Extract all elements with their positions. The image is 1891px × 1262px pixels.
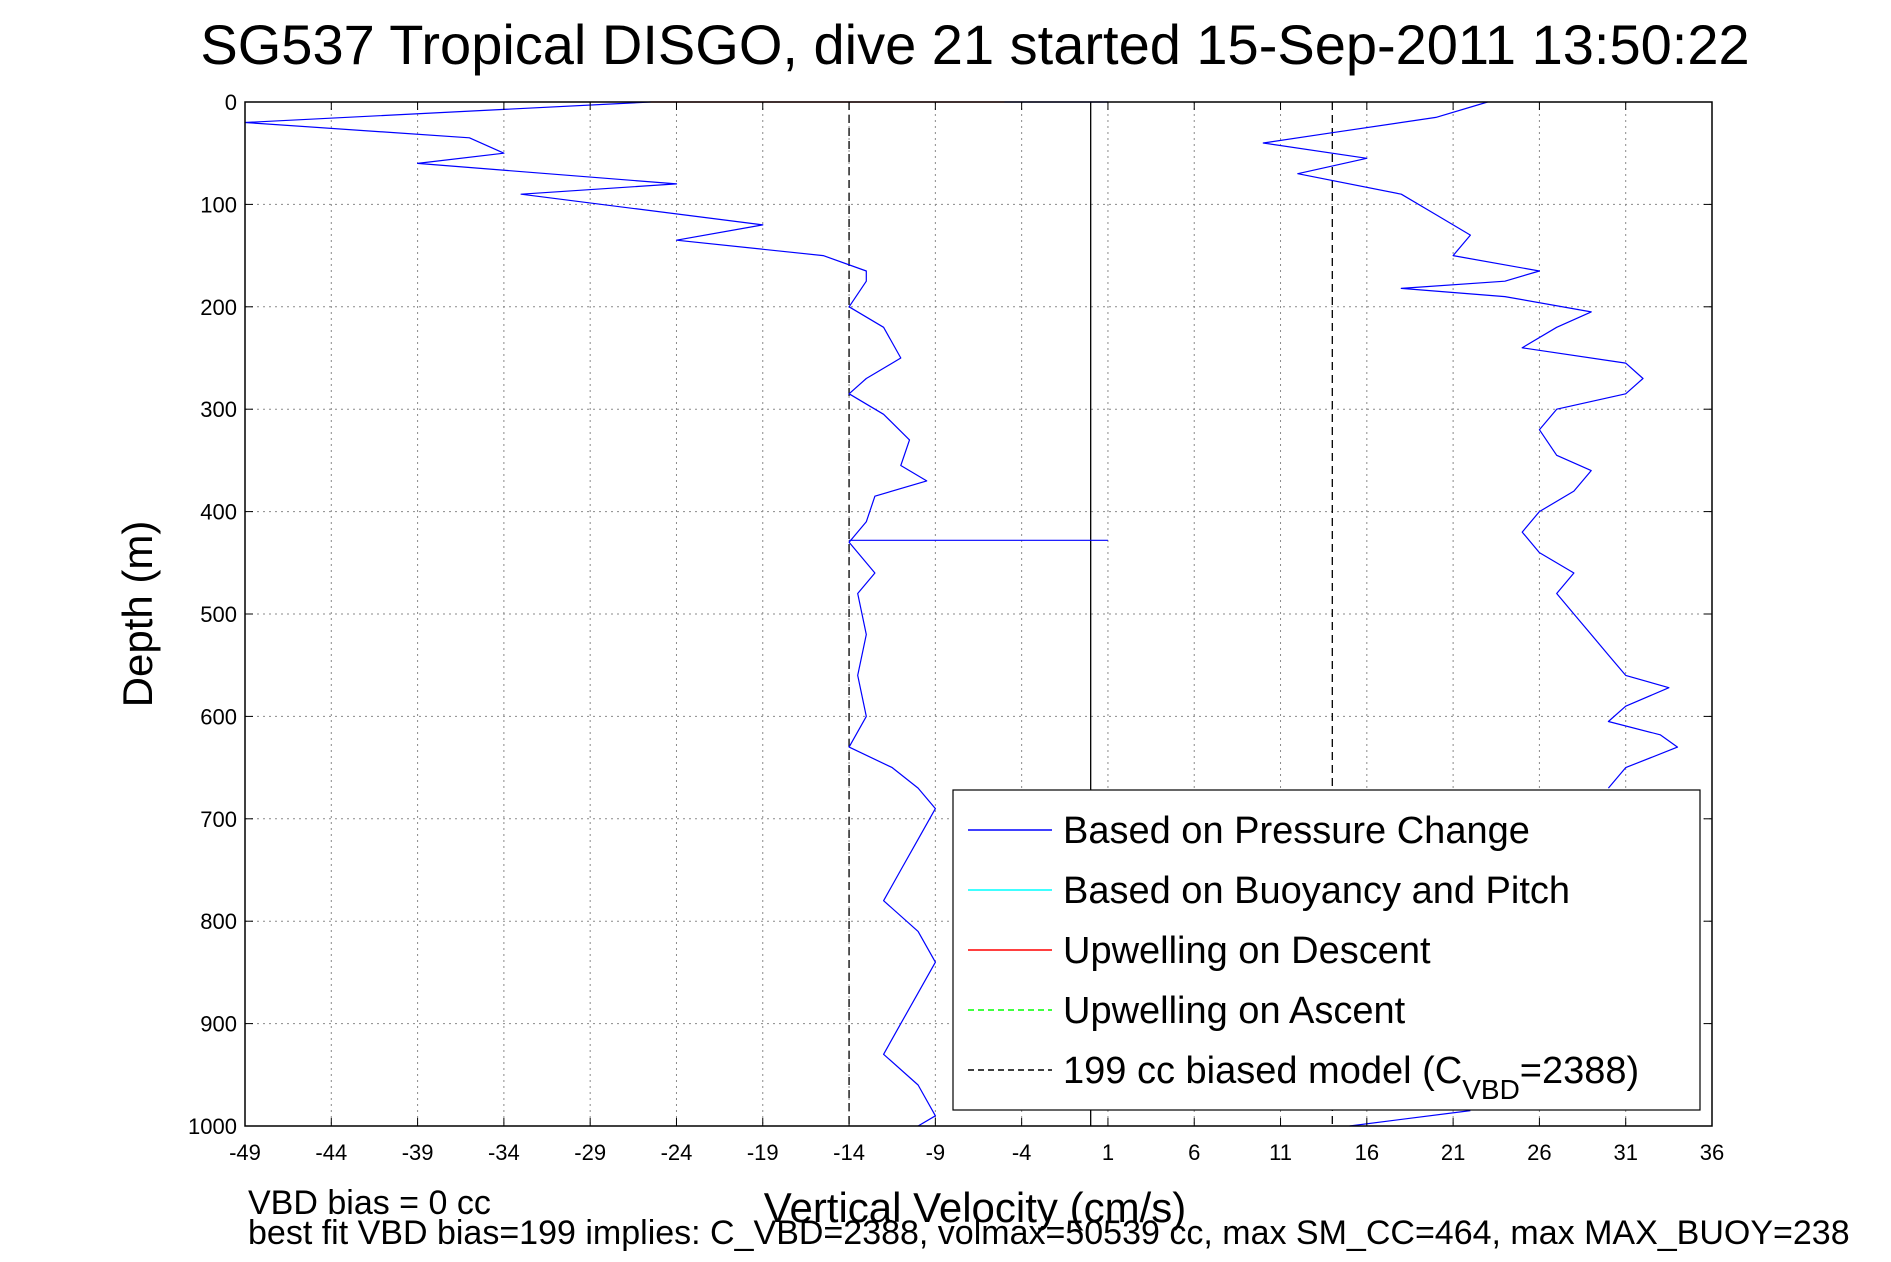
x-tick-label: 11	[1269, 1140, 1292, 1165]
x-tick-label: -14	[833, 1140, 865, 1165]
y-tick-label: 1000	[188, 1114, 237, 1139]
x-tick-label: 26	[1527, 1140, 1551, 1165]
legend-label: Upwelling on Ascent	[1063, 990, 1406, 1032]
x-tick-label: -4	[1012, 1140, 1032, 1165]
series-line	[244, 101, 937, 1127]
y-tick-label: 400	[200, 500, 237, 525]
x-tick-label: 21	[1441, 1140, 1465, 1165]
series-line	[1349, 1110, 1471, 1127]
x-tick-label: 6	[1188, 1140, 1200, 1165]
x-tick-label: -49	[229, 1140, 261, 1165]
x-tick-label: 16	[1355, 1140, 1379, 1165]
x-tick-label: 1	[1102, 1140, 1114, 1165]
y-tick-label: 500	[200, 602, 237, 627]
y-tick-label: 100	[200, 192, 237, 217]
legend-label: Upwelling on Descent	[1063, 930, 1431, 972]
x-axis: -49 -44 -39 -34 -29 -24 -19 -14 -9 -4 1 6 11 16 21 26 31…	[229, 102, 1724, 1165]
y-axis: 0 100 200 300 400 500 600 700 800 900 1000	[188, 90, 1712, 1139]
y-tick-label: 600	[200, 704, 237, 729]
footnote-best-fit: best fit VBD bias=199 implies: C_VBD=238…	[248, 1214, 1850, 1252]
x-axis-label: Vertical Velocity (cm/s)	[764, 1184, 1186, 1231]
x-tick-label: -39	[402, 1140, 434, 1165]
footnote-vbd-bias: VBD bias = 0 cc	[248, 1184, 491, 1222]
legend-label: Based on Pressure Change	[1063, 810, 1530, 852]
y-tick-label: 900	[200, 1012, 237, 1037]
data-series	[244, 101, 1679, 1127]
y-tick-label: 700	[200, 807, 237, 832]
x-tick-label: -19	[747, 1140, 779, 1165]
y-tick-label: 800	[200, 909, 237, 934]
legend-box	[952, 789, 1701, 1111]
x-tick-label: -9	[926, 1140, 946, 1165]
x-tick-label: -34	[488, 1140, 520, 1165]
x-tick-label: -29	[574, 1140, 606, 1165]
y-tick-label: 300	[200, 397, 237, 422]
y-tick-label: 0	[225, 90, 237, 115]
x-tick-label: 31	[1613, 1140, 1637, 1165]
legend-label: 199 cc biased model (CVBD=2388)	[1063, 1050, 1639, 1105]
y-tick-label: 200	[200, 295, 237, 320]
y-axis-label: Depth (m)	[114, 521, 161, 708]
series-line	[1262, 101, 1679, 789]
x-tick-label: -44	[315, 1140, 347, 1165]
x-tick-label: 36	[1700, 1140, 1724, 1165]
x-tick-label: -24	[661, 1140, 693, 1165]
legend-label: Based on Buoyancy and Pitch	[1063, 870, 1570, 912]
chart-title: SG537 Tropical DISGO, dive 21 started 15…	[200, 13, 1749, 76]
legend: Based on Pressure Change Based on Buoyanc…	[952, 789, 1701, 1111]
